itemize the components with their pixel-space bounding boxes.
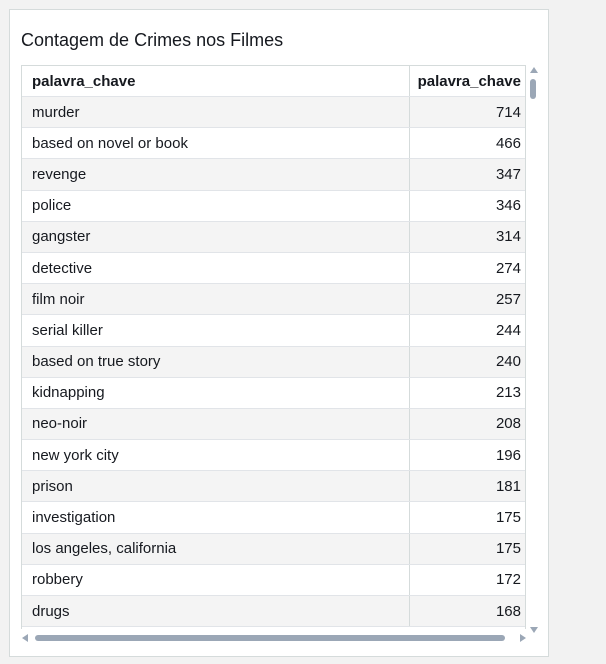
table-row[interactable]: based on true story 240 <box>22 346 525 378</box>
column-header-keyword[interactable]: palavra_chave <box>22 66 410 96</box>
cell-count: 168 <box>495 602 521 620</box>
table-row[interactable]: detective 274 <box>22 252 525 285</box>
cell-keyword: murder <box>22 97 410 128</box>
cell-keyword: kidnapping <box>22 377 410 408</box>
cell-count: 466 <box>495 134 521 152</box>
scroll-down-arrow-icon[interactable] <box>530 627 538 633</box>
cell-count: 274 <box>495 259 521 277</box>
table-row[interactable]: drugs 168 <box>22 596 525 628</box>
cell-count: 257 <box>495 290 521 308</box>
cell-keyword: revenge <box>22 159 410 190</box>
cell-count: 175 <box>495 540 521 558</box>
cell-keyword: los angeles, california <box>22 533 410 564</box>
table-row[interactable]: prison 181 <box>22 471 525 503</box>
horizontal-scroll-thumb[interactable] <box>35 635 505 641</box>
table-row[interactable]: gangster 314 <box>22 221 525 253</box>
table-row[interactable]: kidnapping 213 <box>22 377 525 409</box>
cell-count: 213 <box>495 384 521 402</box>
cell-count: 346 <box>495 197 521 215</box>
cell-count: 244 <box>495 321 521 339</box>
cell-count: 175 <box>495 509 521 527</box>
table-row[interactable]: film noir 257 <box>22 284 525 316</box>
cell-keyword: based on true story <box>22 346 410 377</box>
cell-keyword: serial killer <box>22 315 410 346</box>
cell-count: 172 <box>495 571 521 589</box>
scroll-up-arrow-icon[interactable] <box>530 67 538 73</box>
vertical-scroll-thumb[interactable] <box>530 79 536 99</box>
table-row[interactable]: murder 714 <box>22 97 525 129</box>
visual-panel: Contagem de Crimes nos Filmes palavra_ch… <box>9 9 549 657</box>
table-row[interactable]: robbery 172 <box>22 564 525 596</box>
panel-title: Contagem de Crimes nos Filmes <box>21 30 284 50</box>
cell-keyword: robbery <box>22 564 410 595</box>
cell-keyword: gangster <box>22 221 410 252</box>
cell-count: 347 <box>495 165 521 183</box>
cell-count: 314 <box>495 228 521 246</box>
cell-keyword: neo-noir <box>22 408 410 440</box>
cell-keyword: investigation <box>22 502 410 533</box>
table-grid: palavra_chave palavra_chave murder 714 bas… <box>21 65 526 629</box>
cell-keyword: drugs <box>22 596 410 627</box>
table-row[interactable]: new york city 196 <box>22 440 525 472</box>
cell-keyword: new york city <box>22 440 410 471</box>
cell-count: 196 <box>495 446 521 464</box>
table-row[interactable]: police 346 <box>22 190 525 222</box>
cell-count: 181 <box>495 477 521 495</box>
scroll-left-arrow-icon[interactable] <box>22 634 28 642</box>
cell-count: 240 <box>495 353 521 371</box>
scroll-right-arrow-icon[interactable] <box>520 634 526 642</box>
table-row[interactable]: los angeles, california 175 <box>22 533 525 565</box>
table-header-row: palavra_chave palavra_chave <box>22 66 525 97</box>
column-header-count[interactable]: palavra_chave <box>417 72 521 90</box>
cell-keyword: based on novel or book <box>22 128 410 159</box>
table-row[interactable]: based on novel or book 466 <box>22 128 525 160</box>
vertical-scrollbar[interactable] <box>528 67 540 633</box>
table-row[interactable]: neo-noir 208 <box>22 408 525 441</box>
cell-count: 714 <box>495 103 521 121</box>
table-row[interactable]: investigation 175 <box>22 502 525 534</box>
cell-keyword: film noir <box>22 284 410 315</box>
cell-keyword: prison <box>22 471 410 502</box>
horizontal-scrollbar[interactable] <box>22 632 526 644</box>
table-row[interactable]: revenge 347 <box>22 159 525 191</box>
table-row[interactable]: serial killer 244 <box>22 315 525 347</box>
cell-keyword: detective <box>22 252 410 284</box>
cell-keyword: police <box>22 190 410 221</box>
cell-count: 208 <box>495 415 521 433</box>
